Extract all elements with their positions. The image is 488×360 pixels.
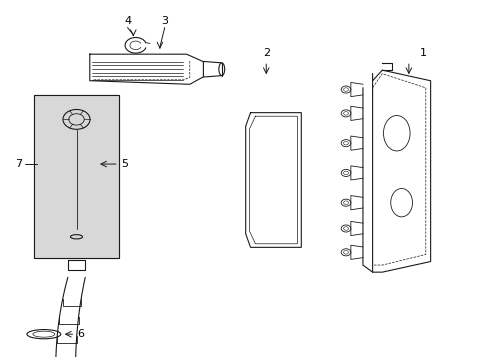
Text: 1: 1 <box>419 48 426 58</box>
Text: 6: 6 <box>78 329 84 339</box>
Text: 5: 5 <box>121 159 128 169</box>
Bar <box>34 95 119 258</box>
Text: 7: 7 <box>15 159 22 169</box>
Bar <box>34 95 119 258</box>
Text: 2: 2 <box>262 48 269 58</box>
Text: 3: 3 <box>161 16 168 26</box>
Text: 4: 4 <box>123 16 131 26</box>
